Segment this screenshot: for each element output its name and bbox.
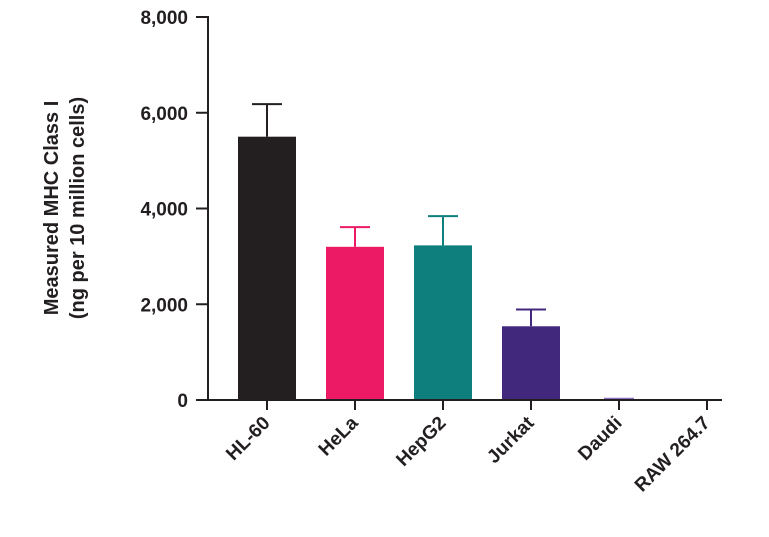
plot-area: 0 2,000 4,000 6,000 8,000 HL-60 HeLa HepG2 Jurka… xyxy=(140,8,722,496)
y-tick-label: 0 xyxy=(177,391,188,412)
y-tick-label: 8,000 xyxy=(140,8,188,29)
bar xyxy=(502,326,560,400)
x-tick-label: HepG2 xyxy=(392,413,450,471)
bar xyxy=(326,247,384,400)
y-axis-title: Measured MHC Class I (ng per 10 million … xyxy=(41,97,89,319)
bar xyxy=(238,137,296,400)
x-tick-label: HL-60 xyxy=(222,413,274,465)
y-tick-label: 6,000 xyxy=(140,104,188,125)
y-axis-title-line2: (ng per 10 million cells) xyxy=(67,97,89,319)
x-tick-label: RAW 264.7 xyxy=(631,413,715,497)
bar xyxy=(414,245,472,400)
x-tick-label: Jurkat xyxy=(483,412,539,468)
x-tick-label: Daudi xyxy=(574,413,626,465)
x-tick-label: HeLa xyxy=(315,412,363,460)
y-tick-label: 4,000 xyxy=(140,200,188,221)
y-tick-label: 2,000 xyxy=(140,295,188,316)
y-axis-title-line1: Measured MHC Class I xyxy=(41,101,63,316)
